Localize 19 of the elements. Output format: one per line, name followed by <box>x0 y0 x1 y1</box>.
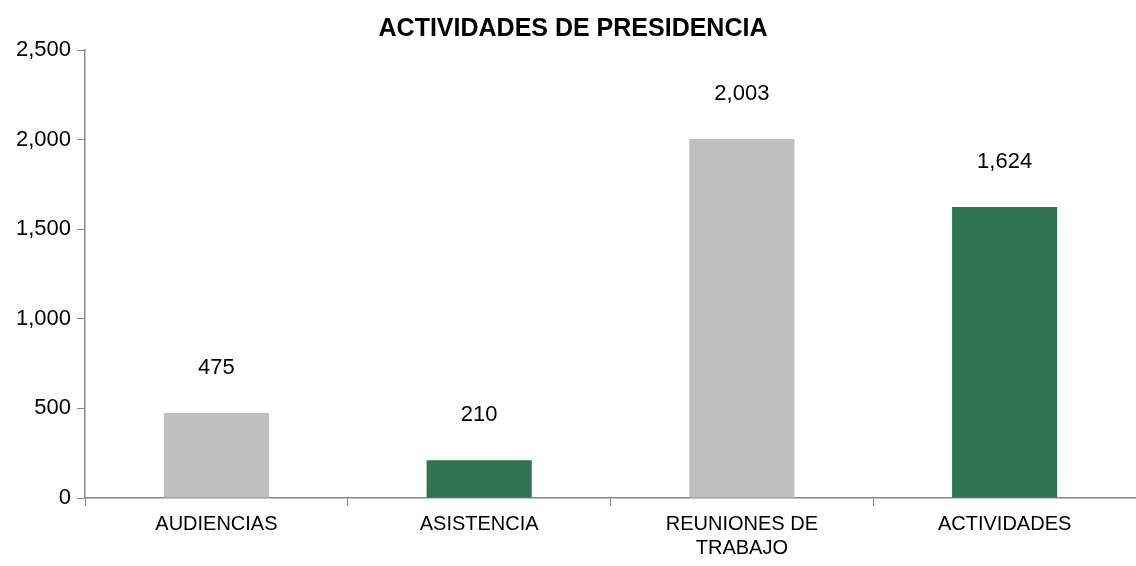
data-label: 475 <box>198 353 235 379</box>
bar <box>689 139 795 498</box>
data-label: 210 <box>460 401 498 427</box>
x-tick-label: REUNIONES DE TRABAJO <box>665 511 819 558</box>
chart-title: ACTIVIDADES DE PRESIDENCIA <box>378 12 768 41</box>
data-label: 1,624 <box>977 148 1033 174</box>
y-tick-label: 1,000 <box>15 304 72 330</box>
y-tick-label: 2,000 <box>15 125 72 151</box>
y-tick-label: 1,500 <box>15 215 72 241</box>
data-label: 2,003 <box>714 80 770 106</box>
bar <box>952 206 1058 498</box>
x-tick-label: AUDIENCIAS <box>155 511 278 534</box>
y-tick-label: 2,500 <box>15 36 72 62</box>
bar <box>163 412 269 498</box>
bar <box>426 460 532 498</box>
y-tick-label: 500 <box>34 394 72 420</box>
x-tick-label: ACTIVIDADES <box>937 511 1072 534</box>
y-tick-label: 0 <box>58 484 72 510</box>
x-tick-label: ASISTENCIA <box>419 511 540 534</box>
